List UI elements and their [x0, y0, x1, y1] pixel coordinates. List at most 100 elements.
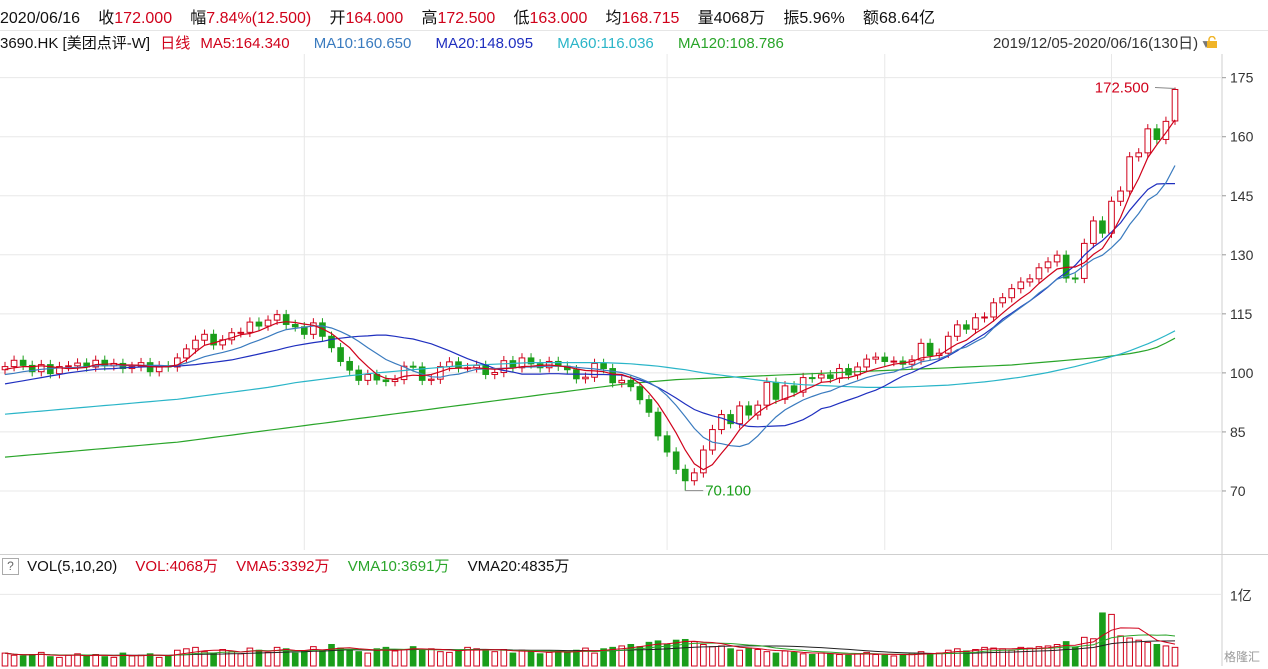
- candle-body: [246, 321, 254, 333]
- lock-icon[interactable]: [1206, 36, 1218, 48]
- candle-body: [437, 366, 444, 380]
- candle-body: [92, 359, 100, 368]
- candle-body: [981, 316, 988, 319]
- candle-body: [146, 362, 154, 373]
- volume-bar: [727, 648, 734, 667]
- y-tick-label: 130: [1230, 247, 1254, 263]
- volume-bar: [890, 655, 898, 667]
- candle-body: [827, 374, 834, 379]
- vol-indicator-label[interactable]: VOL(5,10,20): [27, 558, 118, 575]
- ma60-label: MA60:116.036: [557, 35, 654, 52]
- volume-bar: [1162, 645, 1170, 667]
- candle-body: [718, 414, 725, 431]
- volume-bar: [963, 650, 970, 667]
- volume-bar: [155, 656, 163, 667]
- volume-bar: [908, 652, 916, 667]
- volume-bar: [446, 651, 453, 667]
- ma10-line: [4, 165, 1176, 448]
- candle-body: [56, 366, 63, 375]
- candle-body: [1126, 156, 1133, 192]
- vma10-label: VMA10:3691万: [347, 558, 450, 575]
- candle-body: [545, 360, 553, 369]
- period-label[interactable]: 日线: [160, 35, 191, 52]
- volume-bar: [400, 649, 408, 667]
- candle-body: [609, 368, 616, 384]
- candle-body: [192, 339, 199, 350]
- volume-bar: [591, 652, 598, 667]
- volume-bar: [146, 653, 154, 667]
- help-icon[interactable]: ?: [2, 558, 19, 575]
- candle-body: [627, 379, 635, 388]
- candle-body: [899, 360, 907, 365]
- candle-body: [228, 332, 236, 341]
- volume-bar: [881, 654, 889, 667]
- volume-bar: [65, 654, 72, 667]
- volume-tick-label: 1亿: [1230, 587, 1252, 603]
- vma5-label: VMA5:3392万: [236, 558, 330, 575]
- candle-body: [754, 404, 762, 416]
- candle-body: [328, 335, 335, 349]
- volume-bar: [700, 644, 707, 667]
- candle-body: [518, 357, 526, 369]
- volume-bar: [1035, 646, 1043, 667]
- date-range-label: 2019/12/05-2020/06/16(130日): [992, 35, 1199, 52]
- quote-date: 2020/06/16: [0, 10, 81, 27]
- volume-bar: [763, 651, 771, 667]
- candle-body: [672, 451, 680, 470]
- ma120-label: MA120:108.786: [677, 35, 784, 52]
- volume-bar: [300, 650, 308, 667]
- candle-body: [1035, 267, 1043, 280]
- quote-volume: 量4068万: [697, 10, 766, 27]
- volume-bar: [1062, 641, 1070, 667]
- candle-body: [1162, 120, 1170, 140]
- candle-body: [219, 339, 226, 346]
- candle-body: [1090, 220, 1097, 244]
- volume-bar: [246, 647, 254, 667]
- candle-body: [310, 322, 317, 335]
- candle-body: [854, 366, 861, 376]
- candle-body: [1008, 288, 1016, 299]
- volume-bar: [228, 651, 236, 667]
- volume-bar: [264, 651, 272, 667]
- volume-bar: [47, 656, 54, 667]
- volume-bar: [437, 651, 444, 667]
- volume-bar: [536, 653, 544, 667]
- candle-body: [255, 321, 263, 327]
- candle-body: [37, 364, 45, 373]
- candle-body: [917, 342, 925, 361]
- candle-body: [872, 356, 880, 360]
- volume-bar: [164, 655, 172, 667]
- candle-body: [119, 362, 127, 370]
- volume-bar: [926, 653, 934, 667]
- volume-bar: [1099, 612, 1106, 667]
- ma20-line: [4, 183, 1175, 428]
- ma60-line: [4, 330, 1176, 415]
- candle-body: [1053, 254, 1061, 263]
- candle-body: [300, 326, 308, 335]
- volume-bar: [28, 654, 36, 667]
- candle-body: [781, 385, 789, 400]
- volume-bar: [645, 641, 653, 667]
- y-tick-label: 175: [1230, 70, 1254, 86]
- volume-bar: [56, 656, 63, 667]
- date-range-selector[interactable]: 2019/12/05-2020/06/16(130日) ▼: [993, 32, 1212, 53]
- ma20-label: MA20:148.095: [435, 35, 534, 52]
- volume-bar: [509, 652, 517, 667]
- volume-bar: [183, 648, 190, 667]
- candle-body: [47, 364, 54, 375]
- candle-body: [654, 411, 662, 437]
- candle-body: [935, 352, 943, 357]
- candle-body: [1153, 128, 1161, 140]
- candle-body: [65, 365, 72, 368]
- candle-body: [509, 360, 517, 369]
- volume-bar: [310, 646, 317, 667]
- volume-bar: [944, 649, 952, 667]
- candle-body: [1, 366, 9, 371]
- candle-body: [944, 335, 952, 354]
- candle-body: [83, 362, 90, 368]
- volume-bar: [954, 648, 961, 667]
- candle-body: [1044, 261, 1052, 269]
- volume-bar: [972, 649, 979, 667]
- candle-body: [772, 381, 780, 400]
- candle-body: [128, 366, 136, 370]
